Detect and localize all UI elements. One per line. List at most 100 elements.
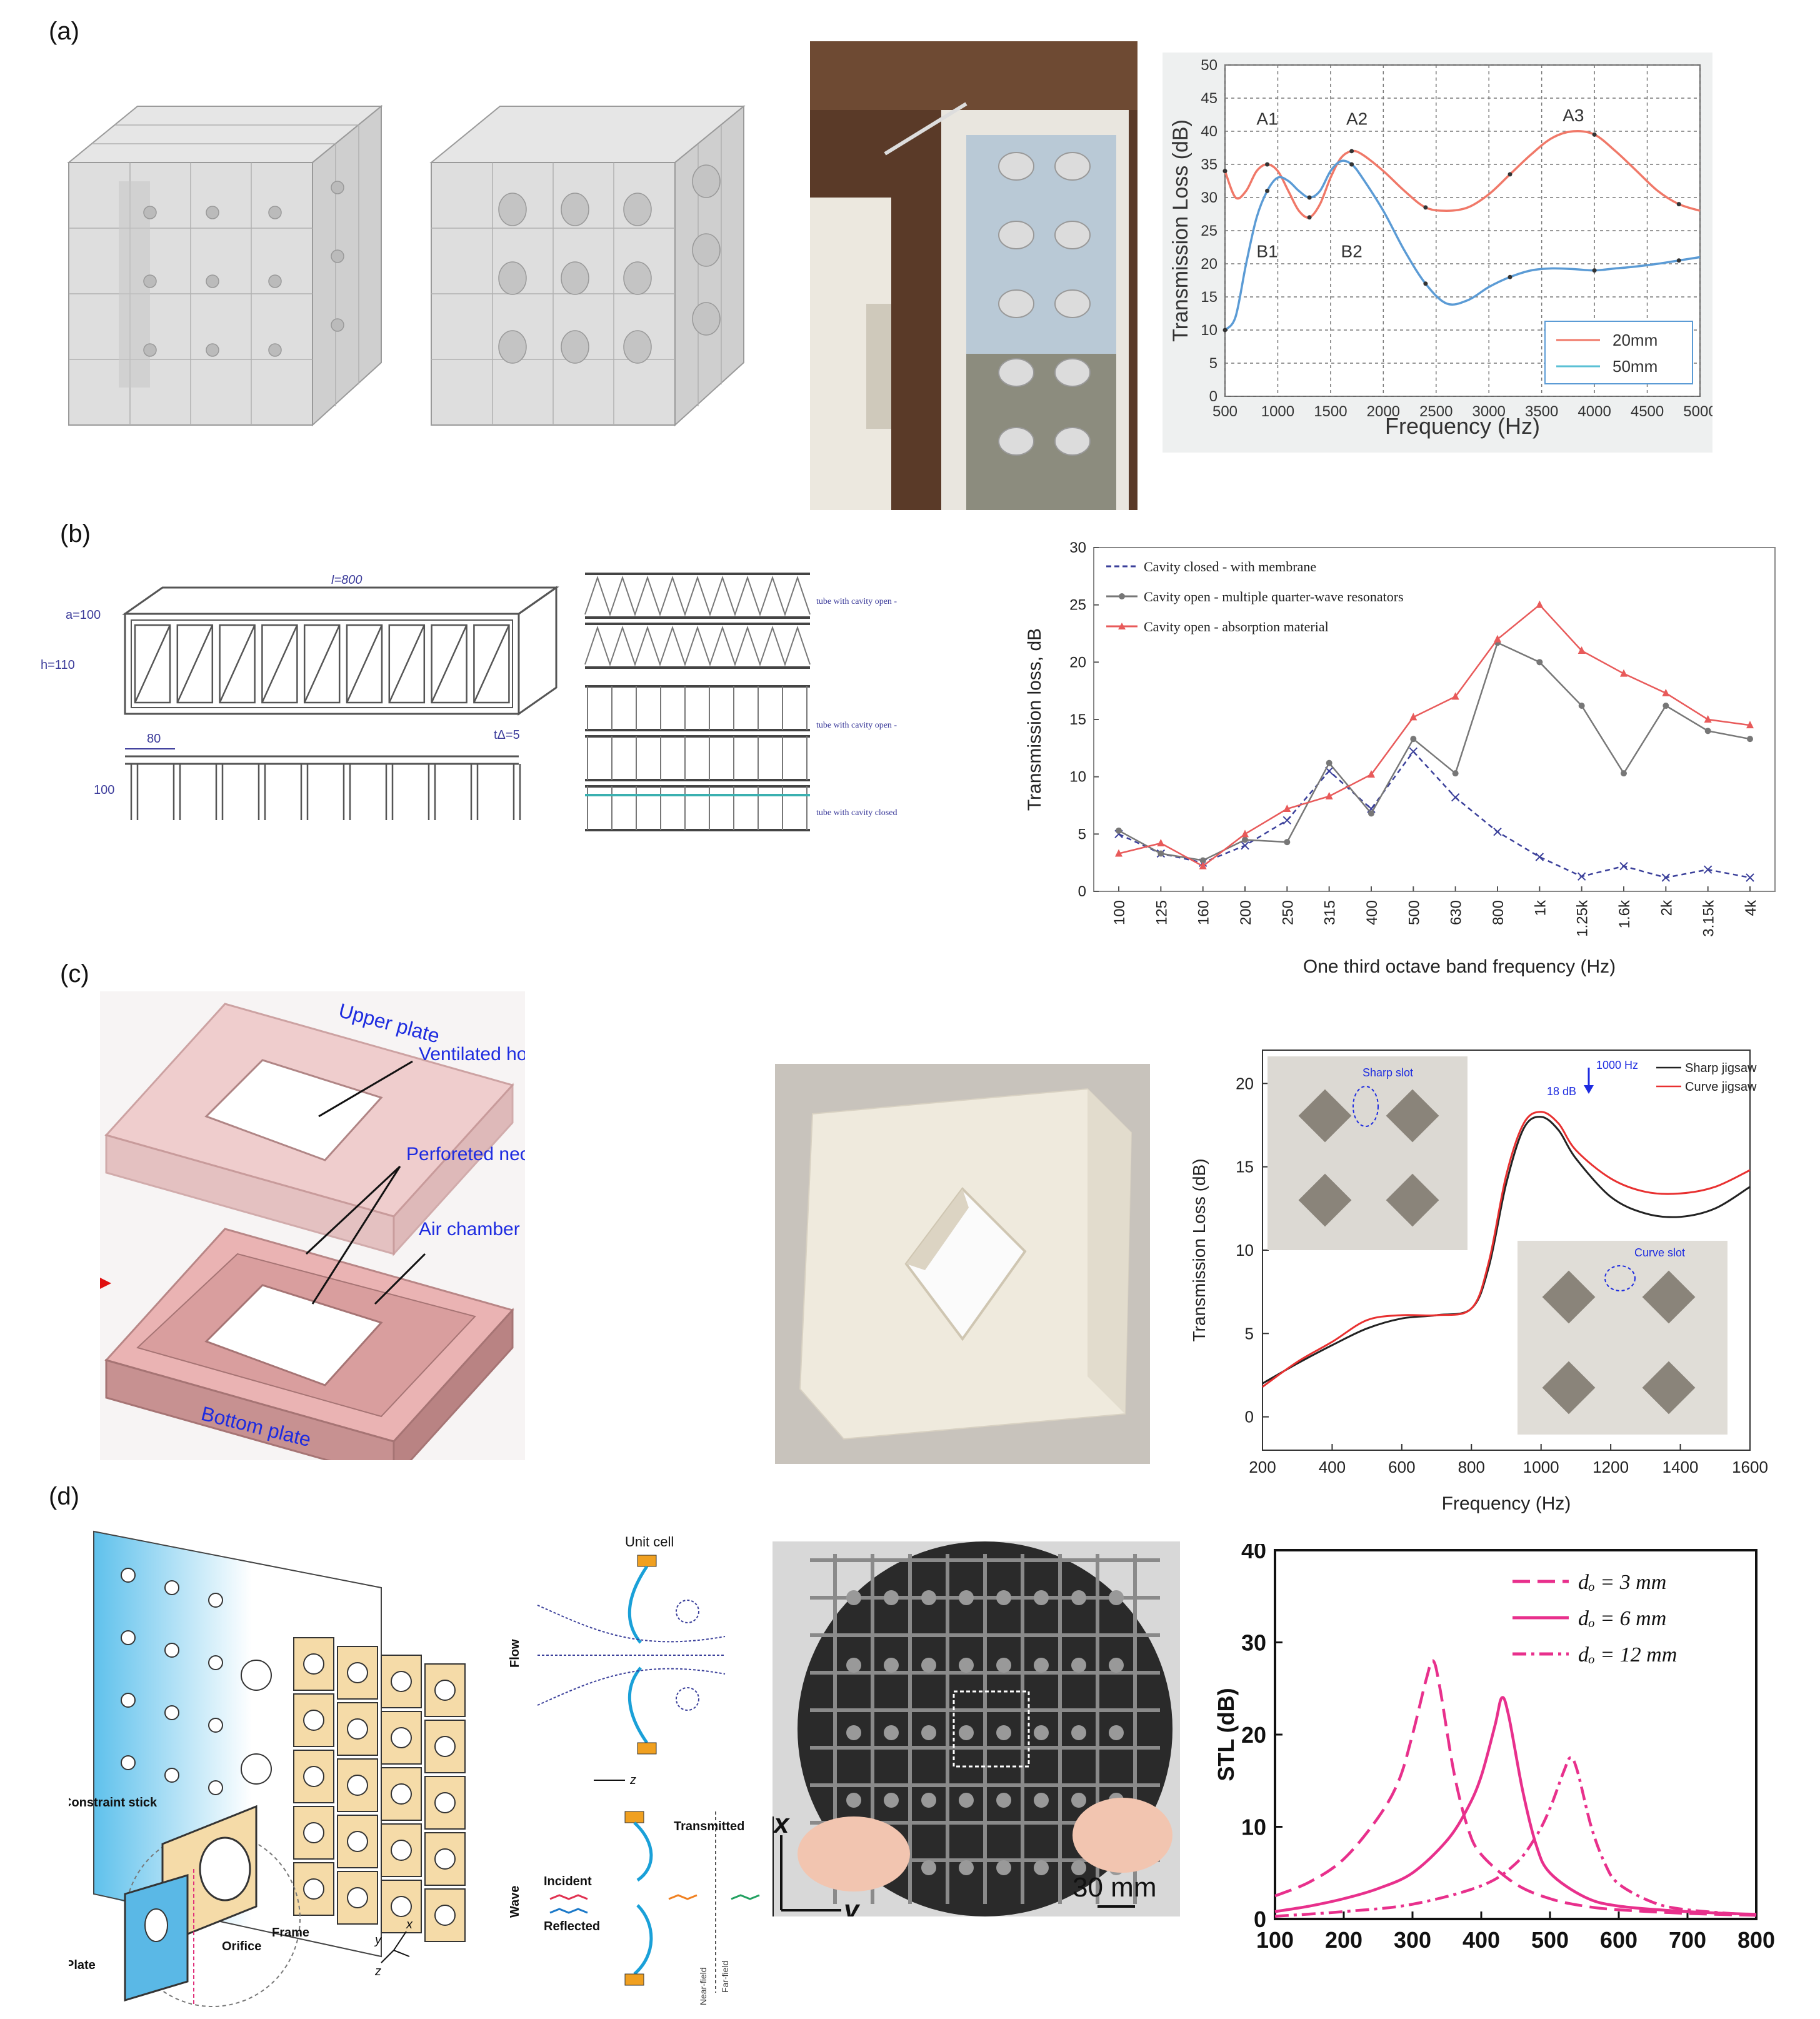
frame-orifice [434, 1905, 456, 1926]
tube-cell [261, 624, 298, 704]
chart-a-annotation-A2: A2 [1346, 109, 1368, 128]
chart-b-point [1536, 600, 1544, 608]
peak-freq-label: 1000 Hz [1596, 1059, 1638, 1071]
chart-b-point [1410, 736, 1417, 743]
chart-b-xlabel: One third octave band frequency (Hz) [1303, 956, 1616, 977]
tube-cell-diagonal [473, 624, 510, 703]
chart-b-point [1746, 873, 1754, 882]
legend-curve-jigsaw: Curve jigsaw [1685, 1080, 1757, 1094]
chart-c-series-line [1262, 1111, 1751, 1388]
chart-b-point [1621, 770, 1627, 777]
chart-a-ytick: 45 [1201, 90, 1218, 107]
frame-orifice [391, 1896, 412, 1917]
chart-b-point [1494, 634, 1501, 643]
chart-c-xtick: 600 [1388, 1458, 1415, 1476]
panel-label-d: (d) [49, 1483, 79, 1510]
chart-a-xtick: 3000 [1472, 403, 1506, 420]
chart-b-ytick: 20 [1069, 654, 1086, 671]
chart-a-annotation-B1: B1 [1256, 241, 1278, 261]
photo-hole [1034, 1590, 1049, 1605]
photo-hole [1109, 1590, 1124, 1605]
photo-hole [1034, 1725, 1049, 1740]
tube-cell-diagonal [388, 624, 425, 703]
label-far-field: Far-field [720, 1961, 730, 1993]
tube-variants: tube with cavity open - filled with abso… [584, 573, 898, 831]
label-air-chamber: Air chamber (cavity) [419, 1219, 525, 1240]
chart-b-ytick: 15 [1069, 711, 1086, 728]
chart-b-xtick: 800 [1490, 900, 1507, 925]
chart-b-xtick: 500 [1406, 900, 1422, 925]
chart-b-point [1157, 839, 1165, 846]
frame-cell [337, 1871, 378, 1925]
frame-orifice [434, 1792, 456, 1813]
chart-b-point [1451, 692, 1459, 700]
chart-a-xlabel: Frequency (Hz) [1385, 413, 1540, 439]
chart-b-point [1283, 804, 1291, 812]
chart-c: 200 400 600 800 1000 1200 1400 1600 0 5 10 15 20 Sha… [1189, 1050, 1768, 1514]
chart-b-point [1368, 770, 1375, 778]
label-frame: Frame [272, 1926, 309, 1940]
chart-a-ytick: 0 [1209, 388, 1218, 405]
dim-80: 80 [147, 732, 161, 746]
chart-b-point [1662, 703, 1669, 709]
chart-d-ylabel: STL (dB) [1213, 1688, 1239, 1781]
chart-d-xtick: 200 [1325, 1927, 1362, 1953]
photo-hole [921, 1793, 936, 1808]
panel-label-b: (b) [60, 520, 91, 548]
chart-a-point [1265, 188, 1270, 193]
photo-hole [959, 1860, 974, 1875]
photo-hole [959, 1658, 974, 1673]
chart-d: 100 200 300 400 500 600 700 800 0 10 20 30 40 dₒ = 3… [1213, 1544, 1775, 1953]
chart-b-xtick: 630 [1448, 900, 1465, 925]
chart-b-point [1578, 646, 1586, 654]
chart-a-ytick: 5 [1209, 355, 1218, 372]
frame-orifice [434, 1736, 456, 1757]
legend-multiple: Cavity open - multiple quarter-wave reso… [1144, 589, 1404, 604]
tube-cell [388, 624, 426, 704]
chart-d-ytick: 10 [1241, 1815, 1266, 1840]
chart-c-ytick: 20 [1236, 1074, 1254, 1093]
photo-hole [1071, 1725, 1086, 1740]
photo-hole [921, 1860, 936, 1875]
chart-b-point [1409, 747, 1418, 756]
frame-orifice [391, 1840, 412, 1861]
photo-x-label: x [772, 1808, 790, 1839]
photo-hole [1071, 1658, 1086, 1673]
photo-hole [1109, 1725, 1124, 1740]
frame-orifice [391, 1783, 412, 1805]
chart-b-point [1241, 841, 1249, 850]
chart-b-xtick: 2k [1658, 899, 1675, 916]
label-flow: Flow [508, 1639, 522, 1668]
chart-b-xtick: 315 [1322, 900, 1339, 925]
tube-cell [219, 624, 256, 704]
chart-a-ylabel: Transmission Loss (dB) [1169, 119, 1192, 342]
tube-schematic: l=800 a=100 h=110 80 100 tΔ=5 [41, 575, 559, 820]
chart-a-annotation-A1: A1 [1256, 109, 1278, 128]
chart-b-ytick: 0 [1078, 883, 1086, 900]
label-near-field: Near-field [698, 1967, 708, 2005]
label-transmitted: Transmitted [674, 1820, 744, 1833]
label-orifice: Orifice [222, 1940, 261, 1953]
frame-orifice [303, 1653, 324, 1675]
chart-d-ytick: 20 [1241, 1722, 1266, 1748]
chart-b: 100 125 160 200 250 315 400 500 630 800 1k 1.25k 1.6… [1024, 539, 1776, 977]
chart-b-series-line [1118, 603, 1751, 868]
tube-cell [431, 624, 468, 704]
label-z: z [629, 1773, 636, 1787]
chart-b-point [1747, 736, 1753, 743]
chart-d-legend: dₒ = 3 mm dₒ = 6 mm dₒ = 12 mm [1512, 1571, 1677, 1666]
legend-d6: dₒ = 6 mm [1578, 1607, 1666, 1630]
chart-b-point [1368, 810, 1374, 817]
chart-b-point [1199, 861, 1207, 869]
chart-b-point [1704, 728, 1711, 734]
chart-a-point [1222, 169, 1228, 174]
photo-hole [846, 1793, 861, 1808]
photo-hole [1034, 1860, 1049, 1875]
axis-y-label: y [374, 1933, 382, 1947]
chart-a-point [1307, 215, 1312, 220]
photo-hole [996, 1860, 1011, 1875]
mesh-model-right [429, 104, 746, 427]
photo-hole [959, 1725, 974, 1740]
chart-a-point [1265, 162, 1270, 167]
chart-b-point [1620, 669, 1628, 677]
